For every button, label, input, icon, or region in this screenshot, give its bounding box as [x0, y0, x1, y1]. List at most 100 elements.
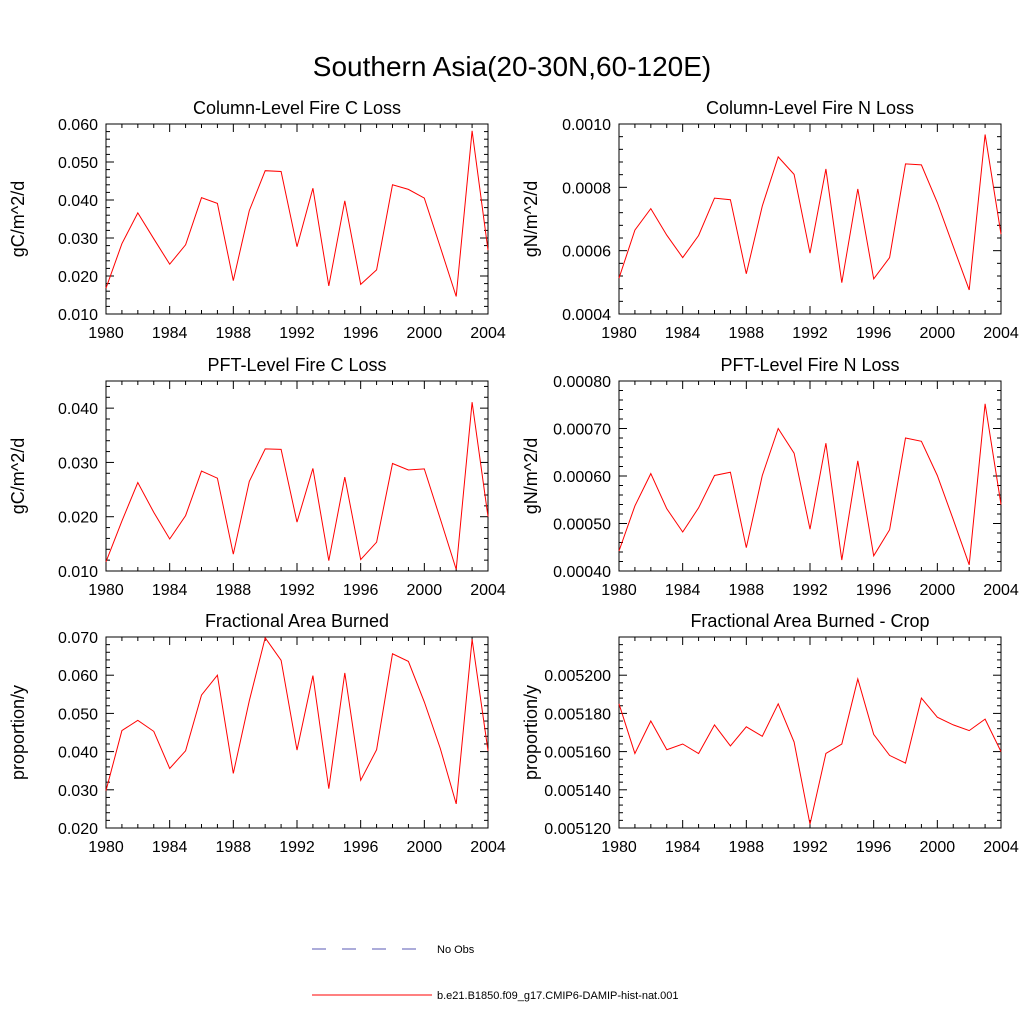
panel-column-n-loss: Column-Level Fire N Loss gN/m^2/d 1980 1984…: [521, 98, 1019, 342]
y-tick-label: 0.00060: [553, 469, 611, 486]
x-tick-label: 1992: [279, 839, 315, 856]
panel-column-c-loss: Column-Level Fire C Loss gC/m^2/d 1980 1984…: [8, 98, 506, 342]
x-tick-label: 1988: [729, 582, 765, 599]
plot-frame: [618, 380, 1002, 572]
x-tick-label: 2004: [470, 839, 506, 856]
y-axis-label: proportion/y: [521, 685, 541, 780]
y-tick-label: 0.0010: [562, 117, 611, 134]
x-tick-label: 2000: [920, 582, 956, 599]
y-tick-label: 0.005200: [544, 668, 611, 685]
panel-title: Fractional Area Burned: [205, 611, 389, 631]
plot-frame: [618, 636, 1002, 829]
y-tick-label: 0.00050: [553, 517, 611, 534]
y-tick-label: 0.0008: [562, 180, 611, 197]
x-tick-label: 1992: [279, 582, 315, 599]
x-tick-label: 1996: [856, 582, 892, 599]
y-tick-label: 0.050: [58, 706, 98, 723]
y-tick-label: 0.060: [58, 668, 98, 685]
y-tick-label: 0.00040: [553, 564, 611, 581]
legend-model-label: b.e21.B1850.f09_g17.CMIP6-DAMIP-hist-nat…: [437, 990, 679, 1002]
panel-pft-c-loss: PFT-Level Fire C Loss gC/m^2/d 1980 1984 198…: [8, 355, 506, 599]
x-tick-label: 1984: [152, 325, 188, 342]
y-tick-label: 0.020: [58, 269, 98, 286]
x-tick-label: 2000: [407, 582, 443, 599]
x-tick-label: 1984: [152, 582, 188, 599]
x-tick-label: 2004: [983, 839, 1019, 856]
panel-title: Column-Level Fire C Loss: [193, 98, 401, 118]
x-tick-label: 2000: [407, 325, 443, 342]
y-axis-label: proportion/y: [8, 685, 28, 780]
panel-title: Fractional Area Burned - Crop: [690, 611, 929, 631]
x-tick-label: 2004: [983, 325, 1019, 342]
x-tick-label: 1980: [601, 839, 637, 856]
legend-no-obs-label: No Obs: [437, 944, 475, 956]
y-tick-label: 0.005120: [544, 821, 611, 838]
series-line: [618, 403, 1002, 565]
y-tick-label: 0.040: [58, 193, 98, 210]
series-line: [105, 636, 489, 805]
y-tick-label: 0.010: [58, 564, 98, 581]
x-tick-label: 1980: [601, 582, 637, 599]
y-tick-label: 0.005160: [544, 745, 611, 762]
x-tick-label: 1992: [792, 839, 828, 856]
x-tick-label: 2004: [470, 325, 506, 342]
y-tick-label: 0.005180: [544, 706, 611, 723]
x-tick-label: 1996: [856, 839, 892, 856]
x-tick-label: 1984: [665, 325, 701, 342]
y-axis-label: gC/m^2/d: [8, 181, 28, 257]
x-tick-label: 1988: [216, 325, 252, 342]
series-line: [618, 677, 1002, 825]
y-tick-label: 0.020: [58, 510, 98, 527]
y-tick-label: 0.0006: [562, 244, 611, 261]
x-tick-label: 2004: [470, 582, 506, 599]
x-tick-label: 1980: [601, 325, 637, 342]
y-tick-label: 0.050: [58, 155, 98, 172]
y-tick-label: 0.040: [58, 401, 98, 418]
x-tick-label: 1984: [152, 839, 188, 856]
x-tick-label: 1996: [856, 325, 892, 342]
panel-title: PFT-Level Fire N Loss: [720, 355, 899, 375]
x-tick-label: 1980: [88, 839, 124, 856]
y-tick-label: 0.010: [58, 307, 98, 324]
x-tick-label: 1988: [729, 839, 765, 856]
y-tick-label: 0.040: [58, 745, 98, 762]
y-tick-label: 0.030: [58, 231, 98, 248]
x-tick-label: 1996: [343, 839, 379, 856]
y-tick-label: 0.060: [58, 117, 98, 134]
y-tick-label: 0.020: [58, 821, 98, 838]
legend: No Obs b.e21.B1850.f09_g17.CMIP6-DAMIP-h…: [312, 944, 679, 1002]
x-tick-label: 1984: [665, 582, 701, 599]
x-tick-label: 1988: [216, 839, 252, 856]
panels: Column-Level Fire C Loss gC/m^2/d 1980 1984…: [8, 98, 1019, 856]
y-tick-label: 0.00080: [553, 374, 611, 391]
y-axis-label: gC/m^2/d: [8, 438, 28, 514]
x-tick-label: 1980: [88, 325, 124, 342]
y-tick-label: 0.030: [58, 783, 98, 800]
y-axis-label: gN/m^2/d: [521, 181, 541, 257]
series-line: [618, 134, 1002, 291]
series-line: [105, 402, 489, 570]
panel-area-burned: Fractional Area Burned proportion/y 1980 19…: [8, 611, 506, 856]
x-tick-label: 2000: [407, 839, 443, 856]
x-tick-label: 1980: [88, 582, 124, 599]
y-axis-label: gN/m^2/d: [521, 438, 541, 514]
panel-area-burned-crop: Fractional Area Burned - Crop proportion/…: [521, 611, 1019, 856]
figure-title: Southern Asia(20-30N,60-120E): [313, 51, 711, 82]
x-tick-label: 1988: [216, 582, 252, 599]
x-tick-label: 1996: [343, 582, 379, 599]
x-tick-label: 2000: [920, 325, 956, 342]
y-tick-label: 0.070: [58, 630, 98, 647]
x-tick-label: 2004: [983, 582, 1019, 599]
series-line: [105, 130, 489, 297]
y-tick-label: 0.005140: [544, 783, 611, 800]
x-tick-label: 1992: [792, 325, 828, 342]
plot-frame: [105, 636, 489, 829]
x-tick-label: 1988: [729, 325, 765, 342]
panel-title: Column-Level Fire N Loss: [706, 98, 914, 118]
x-tick-label: 2000: [920, 839, 956, 856]
y-tick-label: 0.00070: [553, 422, 611, 439]
panel-title: PFT-Level Fire C Loss: [207, 355, 386, 375]
plot-frame: [105, 380, 489, 572]
panel-pft-n-loss: PFT-Level Fire N Loss gN/m^2/d 1980 1984 198…: [521, 355, 1019, 599]
